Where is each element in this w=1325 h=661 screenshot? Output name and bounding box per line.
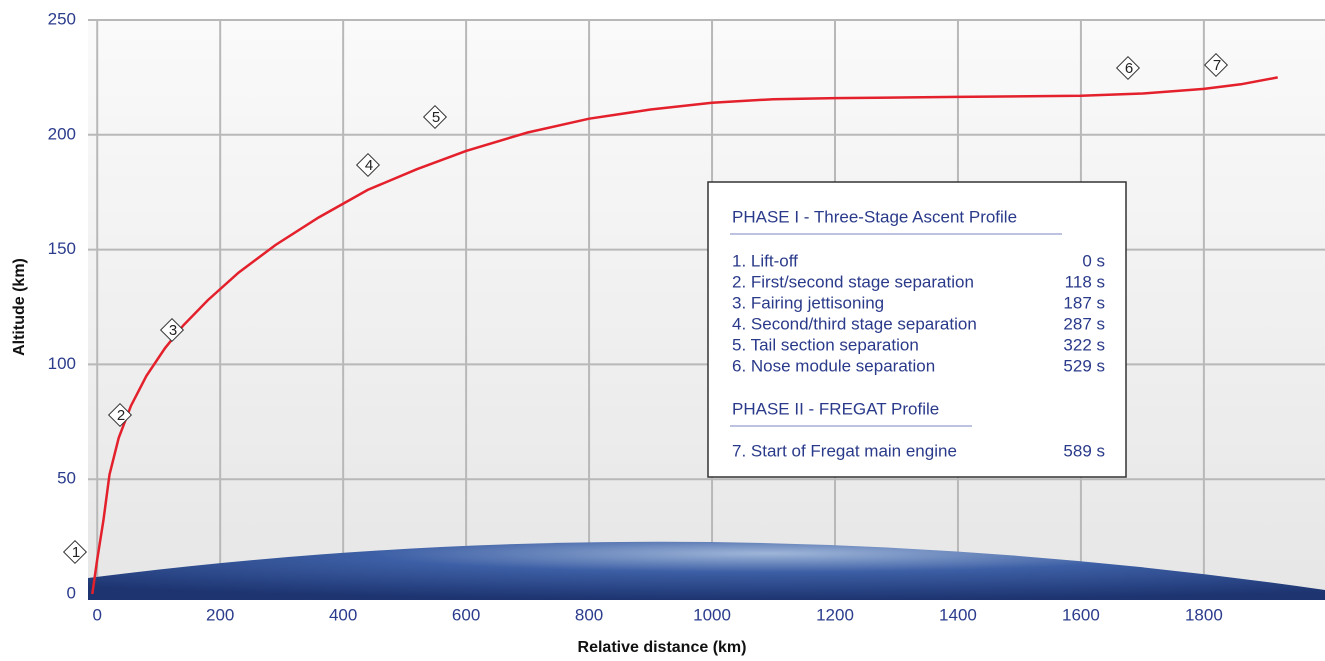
event-marker-label: 3 <box>169 322 177 339</box>
phase-title: PHASE I - Three-Stage Ascent Profile <box>732 207 1017 226</box>
event-label: 6. Nose module separation <box>732 356 935 375</box>
event-label: 2. First/second stage separation <box>732 272 974 291</box>
info-box: PHASE I - Three-Stage Ascent Profile PHA… <box>708 182 1126 477</box>
y-tick-label: 200 <box>48 124 76 143</box>
event-label: 7. Start of Fregat main engine <box>732 441 957 460</box>
event-label: 1. Lift-off <box>732 251 798 270</box>
y-tick-label: 100 <box>48 354 76 373</box>
event-time: 287 s <box>1063 314 1105 333</box>
y-tick-label: 50 <box>57 469 76 488</box>
plot-area <box>88 20 1325 600</box>
x-axis-title: Relative distance (km) <box>578 639 747 656</box>
y-tick-label: 250 <box>48 9 76 28</box>
chart: 1 2 3 4 5 6 7 Relative distance (km) Altitude … <box>0 0 1325 661</box>
event-time: 589 s <box>1063 441 1105 460</box>
event-time: 529 s <box>1063 356 1105 375</box>
event-time: 118 s <box>1065 272 1105 291</box>
x-tick-label: 200 <box>206 605 234 624</box>
event-label: 5. Tail section separation <box>732 335 919 354</box>
x-tick-label: 800 <box>575 605 603 624</box>
event-time: 322 s <box>1063 335 1105 354</box>
y-tick-label: 0 <box>67 583 76 602</box>
event-marker-label: 7 <box>1213 57 1221 74</box>
x-tick-label: 1600 <box>1062 605 1100 624</box>
x-tick-label: 1000 <box>693 605 731 624</box>
x-tick-label: 0 <box>92 605 101 624</box>
x-tick-label: 600 <box>452 605 480 624</box>
event-marker-label: 1 <box>72 544 80 561</box>
event-time: 187 s <box>1063 293 1105 312</box>
event-label: 3. Fairing jettisoning <box>732 293 884 312</box>
x-tick-label: 400 <box>329 605 357 624</box>
phase-title: PHASE II - FREGAT Profile <box>732 399 939 418</box>
x-tick-label: 1400 <box>939 605 977 624</box>
event-time: 0 s <box>1082 251 1105 270</box>
x-tick-label: 1800 <box>1185 605 1223 624</box>
event-label: 4. Second/third stage separation <box>732 314 977 333</box>
event-marker-label: 5 <box>432 109 440 126</box>
event-marker-label: 4 <box>365 157 373 174</box>
y-tick-label: 150 <box>48 239 76 258</box>
event-marker-label: 2 <box>117 407 125 424</box>
event-marker-label: 6 <box>1125 60 1133 77</box>
x-tick-label: 1200 <box>816 605 854 624</box>
y-axis-title: Altitude (km) <box>11 258 28 356</box>
